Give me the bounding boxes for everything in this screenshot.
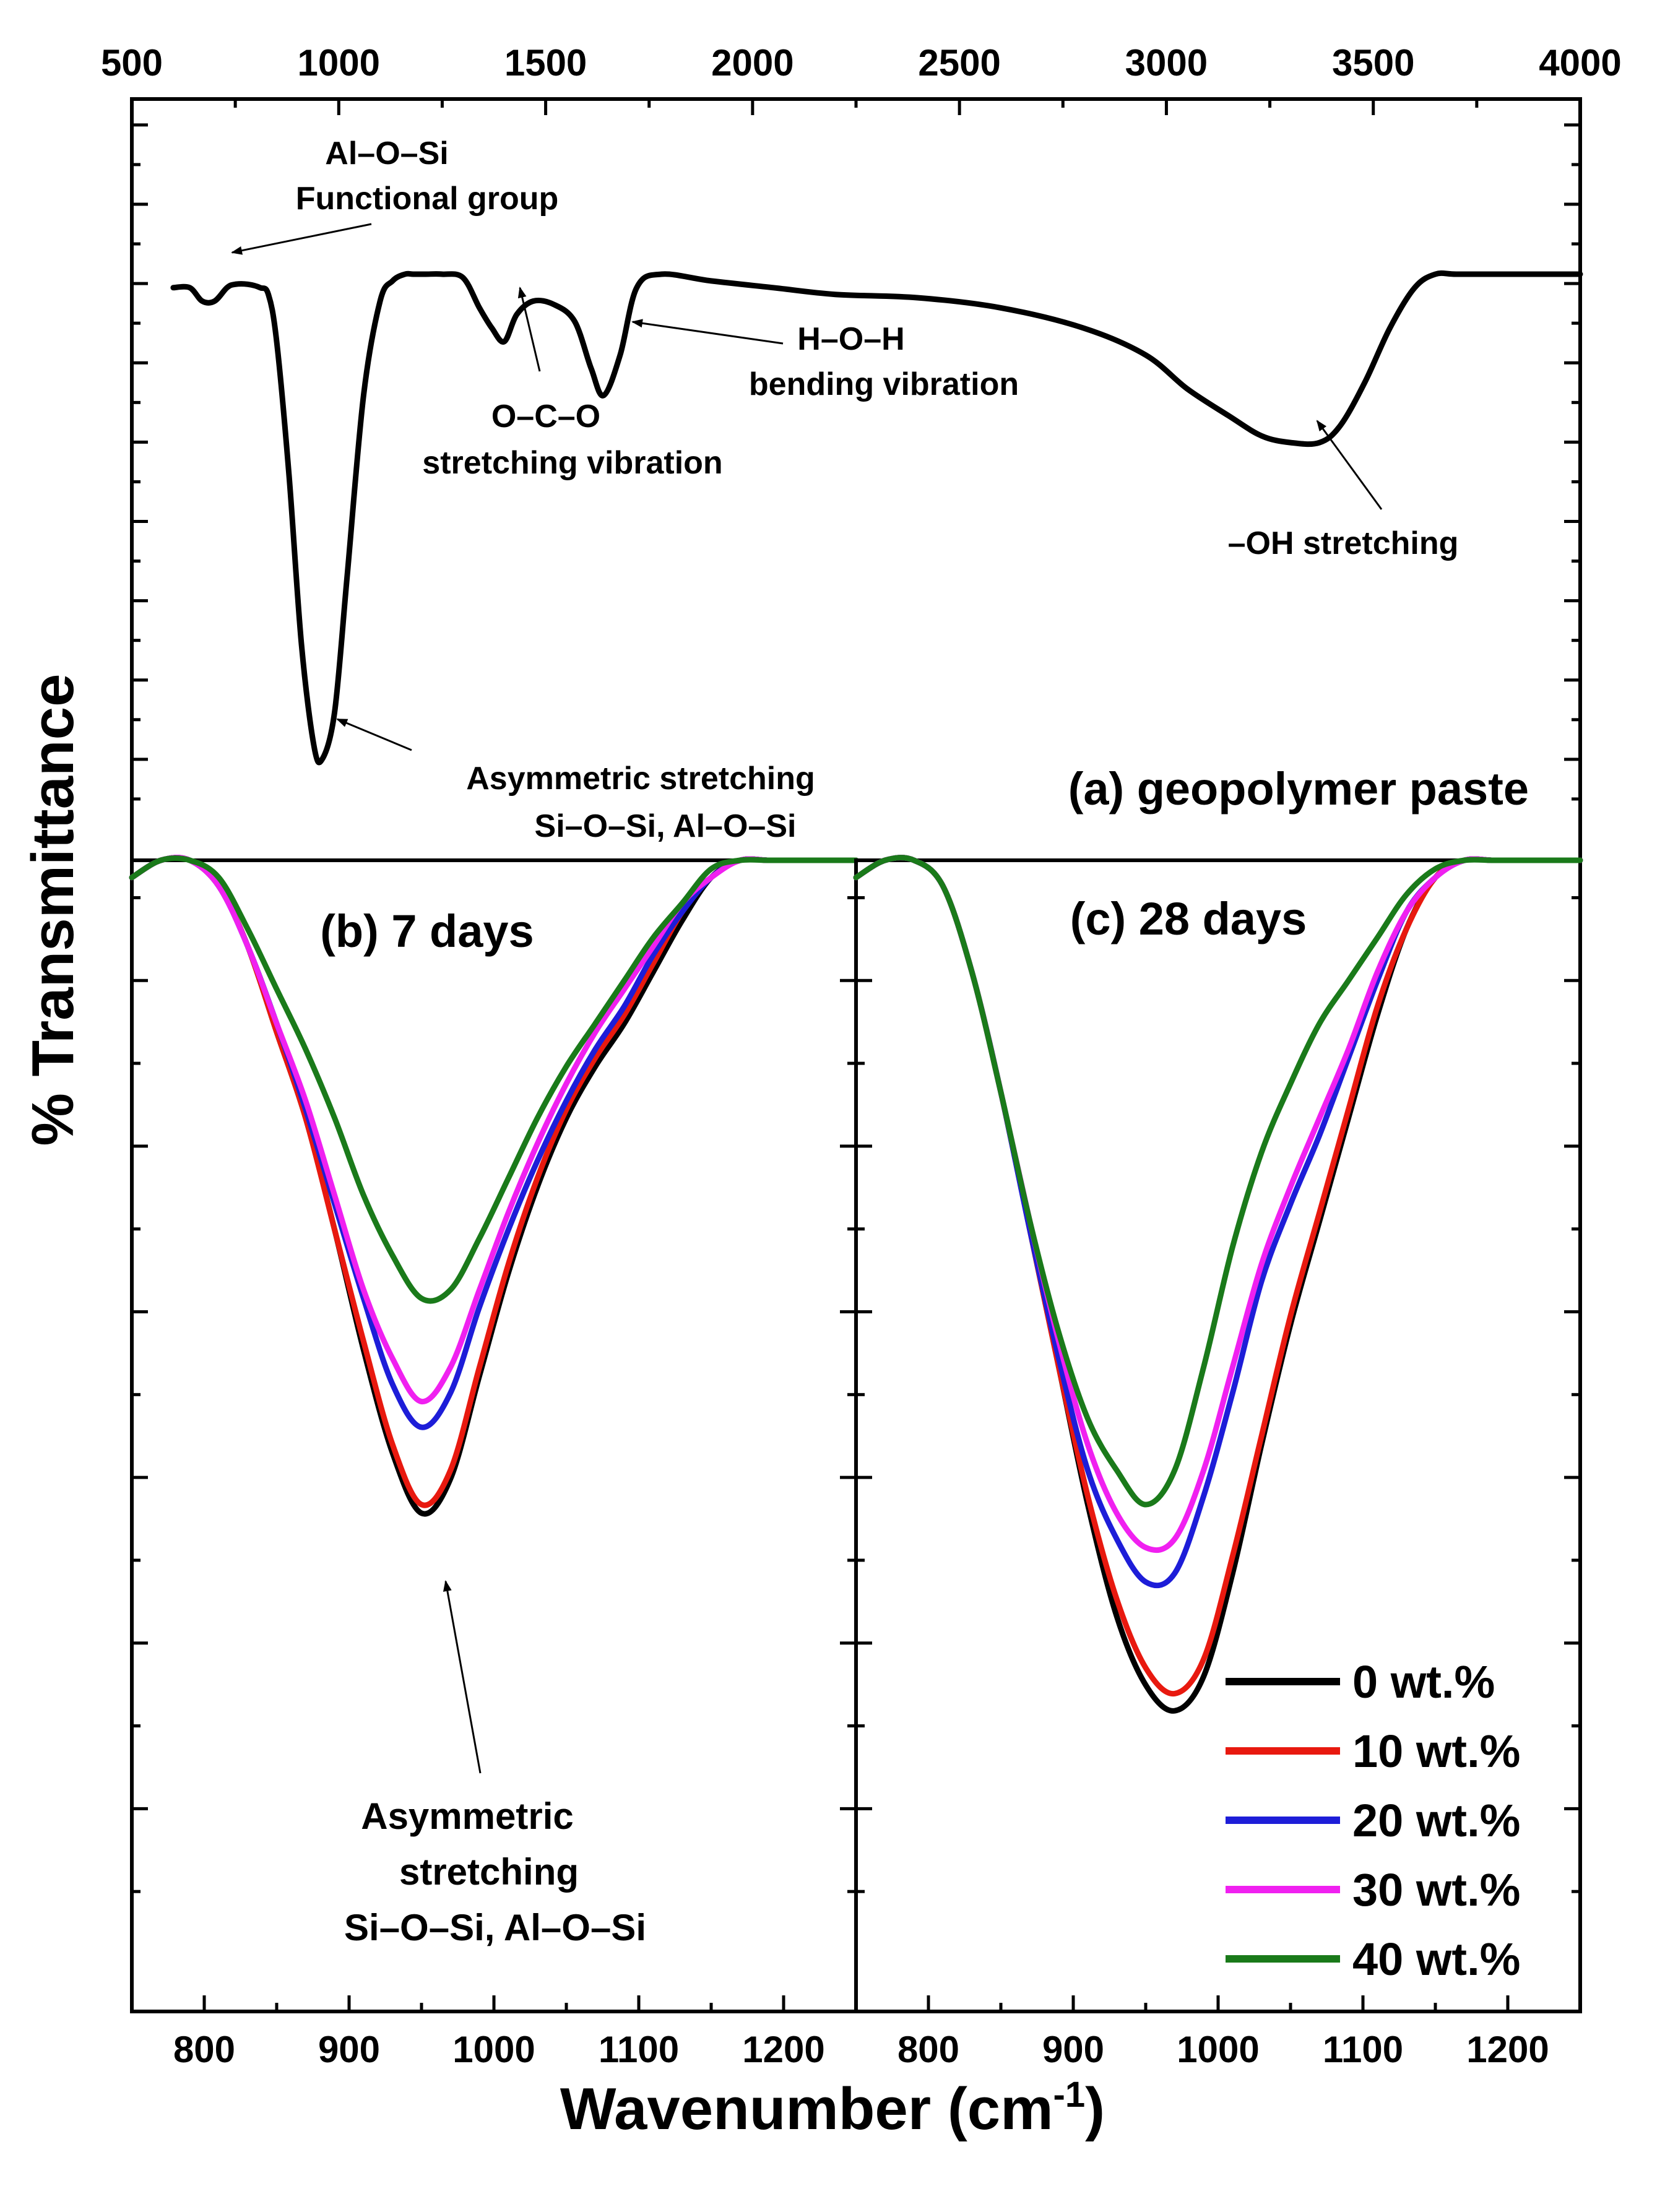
annotation-asymmetric-a: Asymmetric stretching Si–O–Si, Al–O–Si: [336, 718, 815, 844]
annotation-asymmetric-b: Asymmetric stretching Si–O–Si, Al–O–Si: [344, 1580, 646, 1948]
panel-c-curves: [853, 855, 1583, 1714]
annotation-asymmetric-b-line2: stretching: [399, 1851, 579, 1893]
x-tick-label: 1000: [452, 2029, 535, 2070]
legend: 0 wt.% 10 wt.% 20 wt.% 30 wt.% 40 wt.%: [1226, 1656, 1520, 1985]
x-tick-label: 4000: [1539, 42, 1621, 84]
annotation-o-c-o-arrow: [517, 287, 541, 372]
x-tick-label: 1000: [1177, 2029, 1259, 2070]
legend-label: 40 wt.%: [1352, 1933, 1520, 1985]
series-line-40-wt: [129, 855, 859, 1304]
panel-b-frame: [130, 858, 858, 2013]
annotation-asymmetric-a-arrow: [336, 718, 412, 751]
x-axis-title-close: ): [1085, 2076, 1105, 2142]
panel-a-curves: [170, 270, 1583, 766]
annotation-o-c-o: O–C–O stretching vibration: [422, 287, 723, 481]
annotation-al-o-si-line1: Al–O–Si: [325, 136, 448, 171]
legend-label: 0 wt.%: [1352, 1656, 1495, 1708]
panel-c: 800 900 1000 1100 1200 (c) 28 days 0 wt.% 10 …: [853, 855, 1583, 2070]
panel-b-curves: [129, 855, 859, 1517]
x-tick-label: 1100: [1323, 2029, 1403, 2070]
annotation-oh-stretching: –OH stretching: [1228, 420, 1459, 561]
x-tick-label: 800: [897, 2029, 959, 2070]
annotation-al-o-si-line2: Functional group: [296, 181, 559, 217]
series-line-geopolymer-paste: [170, 270, 1583, 766]
x-tick-label: 1200: [1466, 2029, 1549, 2070]
annotation-oh-stretching-label: –OH stretching: [1228, 525, 1459, 561]
panel-a-title: (a) geopolymer paste: [1068, 763, 1529, 814]
series-line-10-wt: [853, 855, 1583, 1696]
series-line-20-wt: [853, 855, 1583, 1589]
series-line-40-wt: [853, 855, 1583, 1508]
x-axis-title-main: Wavenumber (cm: [560, 2076, 1053, 2142]
x-tick-label: 1100: [599, 2029, 679, 2070]
x-tick-label: 500: [101, 42, 163, 84]
panel-a: 500 1000 1500 2000 2500 3000 3500 4000 (a) geop…: [101, 42, 1622, 862]
x-tick-label: 3500: [1332, 42, 1414, 84]
annotation-al-o-si: Al–O–Si Functional group: [231, 136, 559, 255]
legend-label: 10 wt.%: [1352, 1726, 1520, 1777]
annotation-h-o-h: H–O–H bending vibration: [631, 319, 1019, 402]
annotation-asymmetric-b-arrow: [443, 1580, 482, 1774]
panel-b-title: (b) 7 days: [320, 905, 534, 957]
panel-b-ticks: 800 900 1000 1100 1200: [130, 896, 856, 2070]
x-tick-label: 2000: [711, 42, 794, 84]
x-tick-label: 1500: [504, 42, 587, 84]
x-tick-label: 900: [1042, 2029, 1104, 2070]
annotation-asymmetric-b-line1: Asymmetric: [361, 1795, 574, 1837]
panel-a-ticks: 500 1000 1500 2000 2500 3000 3500 4000: [101, 42, 1622, 801]
panel-c-ticks: 800 900 1000 1100 1200: [854, 896, 1580, 2070]
x-tick-label: 800: [173, 2029, 235, 2070]
x-axis-title-superscript: -1: [1053, 2075, 1086, 2115]
annotation-asymmetric-b-line3: Si–O–Si, Al–O–Si: [344, 1907, 646, 1948]
annotation-o-c-o-line1: O–C–O: [491, 399, 600, 434]
x-axis-title: Wavenumber (cm-1): [560, 2075, 1105, 2142]
series-line-30-wt: [129, 855, 859, 1405]
x-tick-label: 3000: [1125, 42, 1208, 84]
annotation-asymmetric-a-line1: Asymmetric stretching: [466, 761, 815, 797]
annotation-h-o-h-arrow: [631, 319, 784, 345]
annotation-h-o-h-line1: H–O–H: [797, 321, 904, 357]
annotation-oh-stretching-arrow: [1316, 420, 1383, 510]
x-tick-label: 1000: [298, 42, 380, 84]
x-tick-label: 1200: [742, 2029, 824, 2070]
annotation-o-c-o-line2: stretching vibration: [422, 445, 722, 481]
y-axis-title: % Transmittance: [20, 674, 86, 1146]
panel-c-title: (c) 28 days: [1070, 893, 1307, 944]
annotation-h-o-h-line2: bending vibration: [749, 366, 1019, 402]
panel-b: 800 900 1000 1100 1200 (b) 7 days Asymmetric…: [129, 855, 859, 2070]
x-tick-label: 900: [318, 2029, 380, 2070]
legend-label: 30 wt.%: [1352, 1864, 1520, 1916]
x-tick-label: 2500: [918, 42, 1000, 84]
legend-label: 20 wt.%: [1352, 1795, 1520, 1846]
annotation-asymmetric-a-line2: Si–O–Si, Al–O–Si: [535, 808, 797, 844]
series-line-0-wt: [853, 855, 1583, 1714]
annotation-al-o-si-arrow: [231, 223, 372, 255]
